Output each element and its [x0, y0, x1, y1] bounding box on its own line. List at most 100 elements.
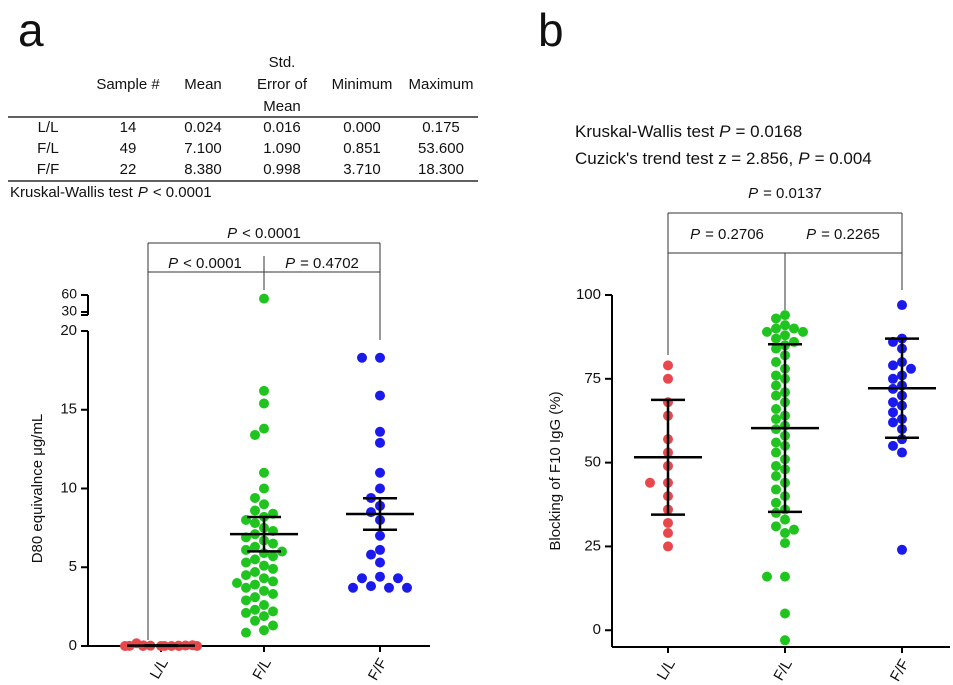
data-point [241, 595, 251, 606]
data-point [771, 390, 781, 401]
data-point [357, 352, 367, 363]
data-point [663, 517, 673, 528]
data-point [250, 604, 260, 615]
data-point [259, 560, 269, 571]
table-note: Kruskal-Wallis test P < 0.0001 [10, 184, 212, 201]
data-point [250, 518, 260, 529]
data-point [259, 293, 269, 304]
data-point [771, 357, 781, 368]
data-point [259, 483, 269, 494]
table-cell: 22 [120, 161, 137, 178]
p-text: = 0.0168 [736, 122, 803, 141]
data-point [771, 521, 781, 532]
data-point [780, 571, 790, 582]
data-point [771, 414, 781, 425]
table-cell: 3.710 [343, 161, 381, 178]
data-point [241, 557, 251, 568]
data-point [250, 505, 260, 516]
row-label: F/L [37, 140, 59, 157]
p-text: = 0.004 [815, 149, 872, 168]
data-point [762, 571, 772, 582]
data-point [259, 600, 269, 611]
y-tick-label: 50 [584, 454, 601, 471]
p-value-label: P = 0.0137 [748, 185, 822, 202]
data-point [771, 370, 781, 381]
data-point [250, 554, 260, 565]
data-point [375, 544, 385, 555]
data-point [771, 447, 781, 458]
data-point [771, 380, 781, 391]
data-point [780, 538, 790, 549]
p-symbol: P [719, 122, 731, 141]
p-text: = 0.0137 [763, 185, 822, 202]
data-point [268, 620, 278, 631]
data-point [277, 546, 287, 557]
y-tick-label: 30 [61, 303, 77, 319]
data-point [268, 551, 278, 562]
data-point [259, 423, 269, 434]
y-tick-label: 5 [69, 558, 77, 575]
table-header: Minimum [332, 76, 393, 93]
data-point [250, 592, 260, 603]
data-point [771, 343, 781, 354]
data-point [375, 437, 385, 448]
data-point [771, 403, 781, 414]
data-point [393, 573, 403, 584]
data-point [375, 390, 385, 401]
data-point [250, 492, 260, 503]
data-point [250, 566, 260, 577]
p-symbol: P [748, 185, 758, 202]
p-text: < 0.0001 [242, 225, 301, 242]
data-point [268, 538, 278, 549]
data-point [663, 373, 673, 384]
data-point [259, 385, 269, 396]
table-cell: 53.600 [418, 140, 464, 157]
x-tick-label: F/F [365, 655, 391, 683]
x-tick-label: F/L [249, 655, 275, 682]
row-label: F/F [37, 161, 60, 178]
y-tick-label: 0 [69, 637, 77, 654]
data-point [906, 363, 916, 374]
data-point [241, 570, 251, 581]
panel-label: b [538, 4, 564, 56]
table-cell: 0.000 [343, 119, 381, 136]
data-point [663, 528, 673, 539]
data-point [268, 563, 278, 574]
y-tick-label: 10 [60, 479, 77, 496]
data-point [250, 579, 260, 590]
y-tick-label: 15 [60, 401, 77, 418]
data-point [232, 578, 242, 588]
data-point [268, 606, 278, 617]
data-point [241, 582, 251, 593]
note-symbol: P [138, 184, 148, 201]
data-point [771, 471, 781, 482]
data-point [780, 635, 790, 646]
p-value-label: Cuzick's trend test z = 2.856, P = 0.004 [575, 149, 872, 168]
y-tick-label: 60 [61, 286, 77, 302]
table-header: Std. [269, 54, 296, 71]
table-header: Mean [263, 98, 301, 115]
data-point [366, 581, 376, 592]
data-point [780, 608, 790, 619]
table-cell: 0.024 [184, 119, 222, 136]
y-tick-label: 100 [576, 286, 601, 303]
data-point [250, 615, 260, 626]
data-point [780, 330, 790, 341]
data-point [888, 407, 898, 418]
y-tick-label: 25 [584, 537, 601, 554]
annotation-text: Kruskal-Wallis test [575, 122, 714, 141]
data-point [663, 360, 673, 371]
p-text: < 0.0001 [183, 255, 242, 272]
note-text: Kruskal-Wallis test [10, 184, 134, 201]
data-point [771, 333, 781, 344]
data-point [375, 467, 385, 478]
data-point [259, 625, 269, 636]
data-point [268, 589, 278, 600]
data-point [241, 544, 251, 555]
p-value-label: P < 0.0001 [227, 225, 301, 242]
x-tick-label: L/L [654, 656, 679, 683]
p-text: = 0.4702 [300, 255, 359, 272]
x-tick-label: L/L [147, 655, 172, 682]
x-tick-label: F/L [770, 656, 796, 683]
